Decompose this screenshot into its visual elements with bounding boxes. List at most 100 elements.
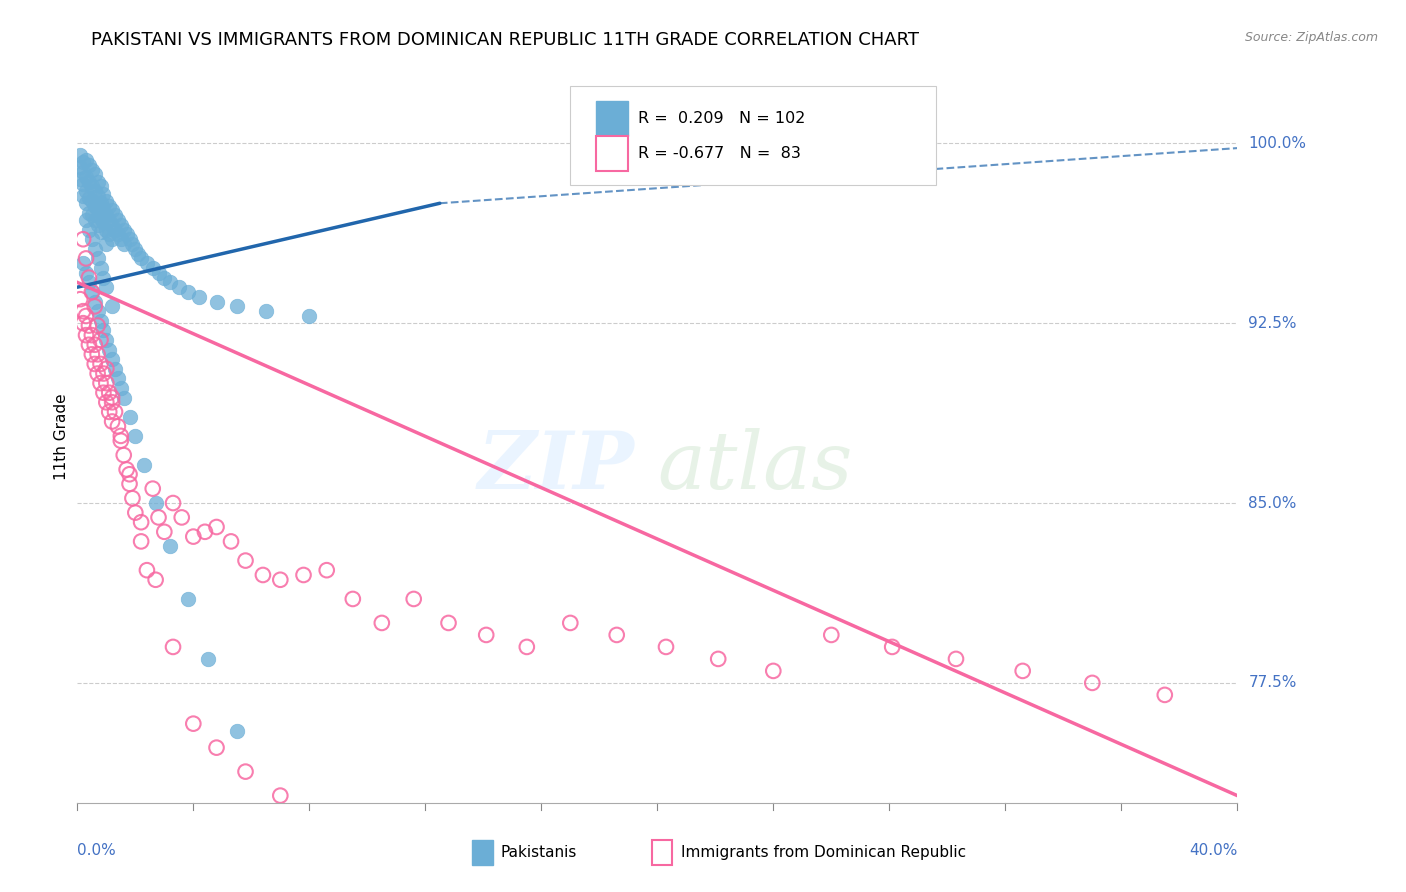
Point xyxy=(83,213,105,227)
Text: 0.0%: 0.0% xyxy=(77,843,117,858)
Text: PAKISTANI VS IMMIGRANTS FROM DOMINICAN REPUBLIC 11TH GRADE CORRELATION CHART: PAKISTANI VS IMMIGRANTS FROM DOMINICAN R… xyxy=(91,31,920,49)
Point xyxy=(194,524,217,539)
Point xyxy=(98,405,121,419)
Point xyxy=(75,184,97,198)
Point xyxy=(148,510,170,524)
FancyBboxPatch shape xyxy=(571,86,936,185)
Point xyxy=(77,318,100,333)
Point xyxy=(475,628,498,642)
Point xyxy=(72,155,94,169)
Point xyxy=(96,333,118,347)
Y-axis label: 11th Grade: 11th Grade xyxy=(53,393,69,481)
Point xyxy=(86,175,108,189)
Point xyxy=(145,496,167,510)
Point xyxy=(121,237,143,252)
Point xyxy=(118,476,141,491)
Point xyxy=(142,260,165,275)
Point xyxy=(112,448,135,462)
Bar xyxy=(472,839,492,865)
Point xyxy=(145,573,167,587)
Point xyxy=(75,196,97,211)
Point xyxy=(101,352,124,367)
Bar xyxy=(596,136,628,171)
Point xyxy=(882,640,904,654)
Point xyxy=(132,458,155,472)
Point xyxy=(269,789,291,803)
Point xyxy=(86,252,108,266)
Point xyxy=(235,764,257,779)
Point xyxy=(516,640,538,654)
Point xyxy=(707,652,730,666)
Point xyxy=(101,218,124,232)
Point xyxy=(80,232,103,246)
Point xyxy=(269,573,291,587)
Point xyxy=(183,530,205,544)
Point xyxy=(136,563,159,577)
Point xyxy=(254,304,277,318)
Point xyxy=(235,553,257,567)
Point xyxy=(101,391,124,405)
Point xyxy=(104,405,127,419)
Point xyxy=(118,409,141,424)
Point xyxy=(86,218,108,232)
Point xyxy=(72,232,94,246)
Point xyxy=(219,534,242,549)
Point xyxy=(80,347,103,361)
Point xyxy=(93,201,115,215)
Point xyxy=(86,304,108,318)
Point xyxy=(167,280,190,294)
Point xyxy=(101,415,124,429)
Point xyxy=(820,628,842,642)
Point xyxy=(80,162,103,177)
Point xyxy=(129,252,152,266)
Text: atlas: atlas xyxy=(658,427,852,505)
Point xyxy=(104,222,127,236)
Point xyxy=(77,191,100,205)
Point xyxy=(110,381,132,395)
Point xyxy=(83,299,105,313)
Point xyxy=(560,615,582,630)
Point xyxy=(153,524,176,539)
Point xyxy=(159,539,181,553)
Point xyxy=(80,208,103,222)
Point xyxy=(77,276,100,290)
Point xyxy=(205,520,228,534)
Point xyxy=(69,172,91,186)
Point xyxy=(90,260,111,275)
Point xyxy=(90,196,111,211)
Point xyxy=(118,467,141,482)
Point xyxy=(124,242,146,256)
Point xyxy=(1153,688,1175,702)
Point xyxy=(127,246,149,260)
Point xyxy=(77,175,100,189)
Point xyxy=(96,280,118,294)
Point xyxy=(176,285,198,299)
Text: 92.5%: 92.5% xyxy=(1249,316,1296,331)
Point xyxy=(298,309,321,323)
Text: Immigrants from Dominican Republic: Immigrants from Dominican Republic xyxy=(681,845,966,860)
Point xyxy=(75,169,97,184)
Point xyxy=(90,314,111,328)
Point xyxy=(342,591,364,606)
Point xyxy=(93,270,115,285)
Point xyxy=(83,242,105,256)
Point xyxy=(437,615,460,630)
Point xyxy=(225,299,247,313)
Point xyxy=(72,177,94,191)
Point xyxy=(945,652,967,666)
Point xyxy=(96,395,118,409)
Point xyxy=(197,652,219,666)
Point xyxy=(75,266,97,280)
Point xyxy=(75,153,97,167)
Point xyxy=(162,640,184,654)
Point xyxy=(205,740,228,755)
Text: 77.5%: 77.5% xyxy=(1249,675,1296,690)
Point xyxy=(96,222,118,236)
Point xyxy=(83,337,105,351)
Point xyxy=(98,385,121,400)
Point xyxy=(183,716,205,731)
Point xyxy=(1081,676,1104,690)
Text: Pakistanis: Pakistanis xyxy=(501,845,576,860)
Point xyxy=(225,723,247,738)
Point xyxy=(606,628,628,642)
